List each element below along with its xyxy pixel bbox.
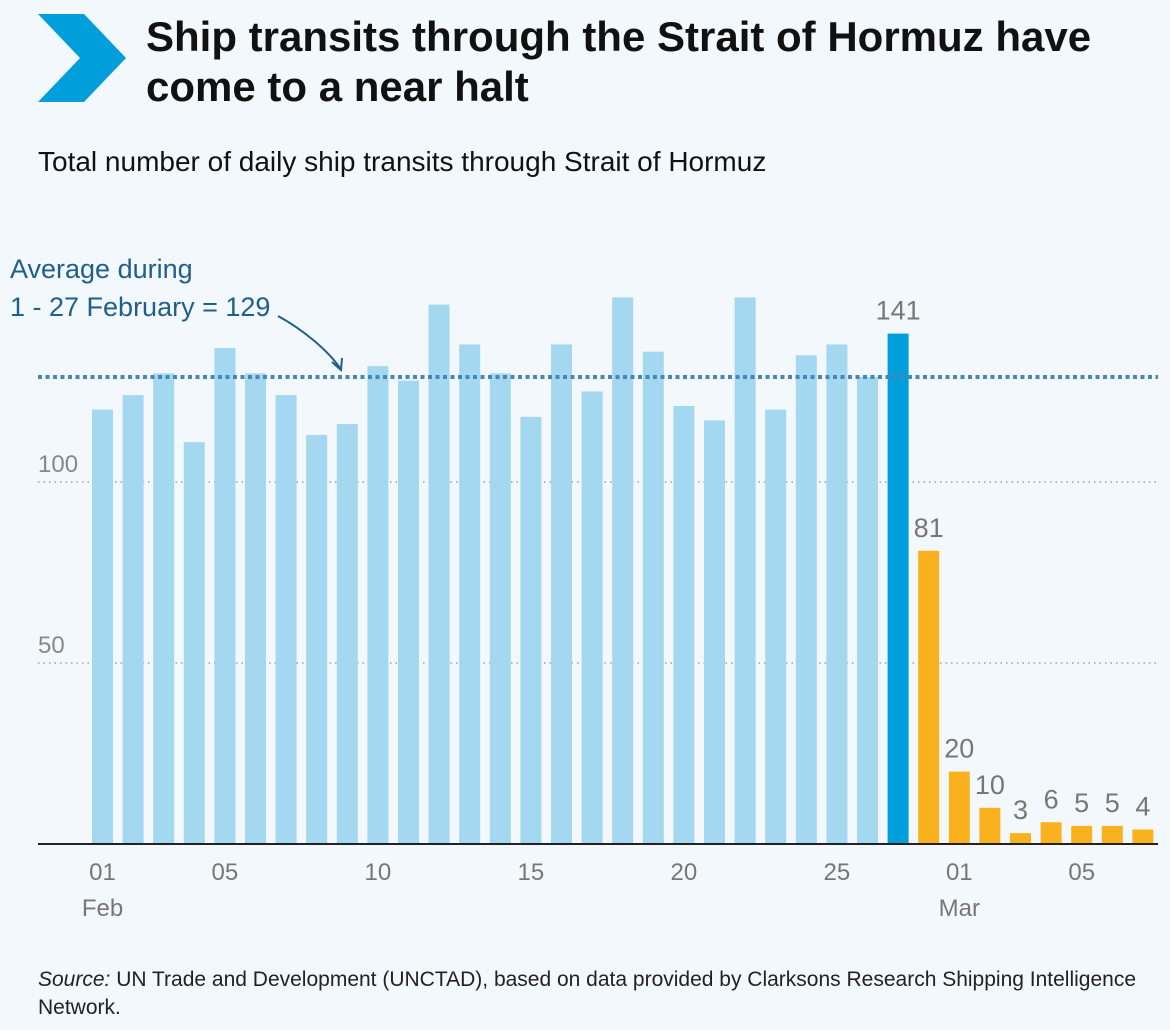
- bar-18-feb: [612, 297, 634, 844]
- bar-26-feb: [857, 377, 878, 844]
- y-tick-label-100: 100: [38, 451, 78, 478]
- annotation-arrow: [277, 315, 341, 369]
- bar-01-mar: [948, 771, 970, 844]
- bar-03-feb: [153, 373, 175, 844]
- x-tick-label-7: 05: [1068, 859, 1095, 886]
- bar-23-feb: [765, 409, 787, 844]
- x-tick-label-4: 20: [671, 859, 698, 886]
- annotation-arrowhead-icon: [331, 357, 343, 373]
- bar-01-feb: [92, 409, 113, 844]
- data-label-05-mar: 5: [1074, 788, 1089, 818]
- bar-06-mar: [1101, 825, 1123, 844]
- source-label: Source:: [38, 968, 111, 991]
- source-note: Source: UN Trade and Development (UNCTAD…: [38, 966, 1148, 1022]
- x-tick-label-1: 05: [212, 859, 239, 886]
- bar-17-feb: [581, 391, 603, 844]
- annotation-line-2: 1 - 27 February = 129: [10, 292, 270, 322]
- x-tick-label-6: 01: [946, 859, 973, 886]
- bar-25-feb: [826, 344, 848, 844]
- chart-subtitle: Total number of daily ship transits thro…: [38, 146, 767, 177]
- chart-title: Ship transits through the Strait of Horm…: [146, 13, 1092, 110]
- bar-03-mar: [1010, 833, 1031, 844]
- bar-14-feb: [489, 373, 511, 844]
- bar-08-feb: [306, 434, 328, 844]
- bar-21-feb: [704, 420, 725, 844]
- data-label-02-mar: 10: [975, 770, 1005, 800]
- data-label-01-mar: 20: [944, 734, 974, 764]
- bar-13-feb: [459, 344, 481, 844]
- x-tick-month-feb: Feb: [82, 895, 123, 922]
- bar-02-feb: [122, 395, 144, 844]
- bar-22-feb: [734, 297, 756, 844]
- bar-10-feb: [367, 366, 389, 844]
- y-tick-label-50: 50: [38, 632, 65, 659]
- bar-05-mar: [1071, 825, 1093, 844]
- bar-19-feb: [642, 351, 664, 844]
- x-axis: 01 Feb 05 10 15 20 25 01 Mar 05: [38, 843, 1158, 922]
- data-label-07-mar: 4: [1135, 792, 1150, 822]
- bar-02-mar: [979, 807, 1001, 844]
- x-tick-label-3: 15: [518, 859, 545, 886]
- bar-04-feb: [183, 442, 205, 844]
- bar-04-mar: [1040, 822, 1062, 844]
- bar-06-feb: [245, 373, 266, 844]
- bars: [92, 297, 1154, 844]
- annotation-line-1: Average during: [10, 254, 193, 284]
- bar-09-feb: [336, 424, 358, 844]
- bar-07-mar: [1132, 829, 1154, 844]
- bar-05-feb: [214, 348, 236, 844]
- bar-11-feb: [398, 380, 419, 844]
- x-tick-month-mar: Mar: [939, 895, 980, 922]
- x-tick-label-2: 10: [365, 859, 392, 886]
- data-label-03-mar: 3: [1013, 795, 1028, 825]
- average-annotation: Average during 1 - 27 February = 129: [10, 254, 343, 373]
- data-label-06-mar: 5: [1105, 788, 1120, 818]
- bar-07-feb: [275, 395, 297, 844]
- chevron-logo-icon: [38, 14, 126, 102]
- x-tick-label-5: 25: [824, 859, 851, 886]
- gridlines: 50 100: [38, 451, 1158, 664]
- bar-16-feb: [551, 344, 572, 844]
- bar-24-feb: [795, 355, 817, 844]
- bar-12-feb: [428, 304, 450, 844]
- x-tick-label-0: 01: [89, 859, 116, 886]
- data-label-27-feb: 141: [876, 296, 921, 326]
- data-label-28-feb: 81: [914, 513, 944, 543]
- bar-27-feb: [887, 333, 909, 844]
- data-label-04-mar: 6: [1044, 784, 1059, 814]
- bar-20-feb: [673, 405, 695, 844]
- source-text: UN Trade and Development (UNCTAD), based…: [38, 968, 1137, 1019]
- bar-28-feb: [918, 550, 940, 844]
- bar-15-feb: [520, 416, 542, 844]
